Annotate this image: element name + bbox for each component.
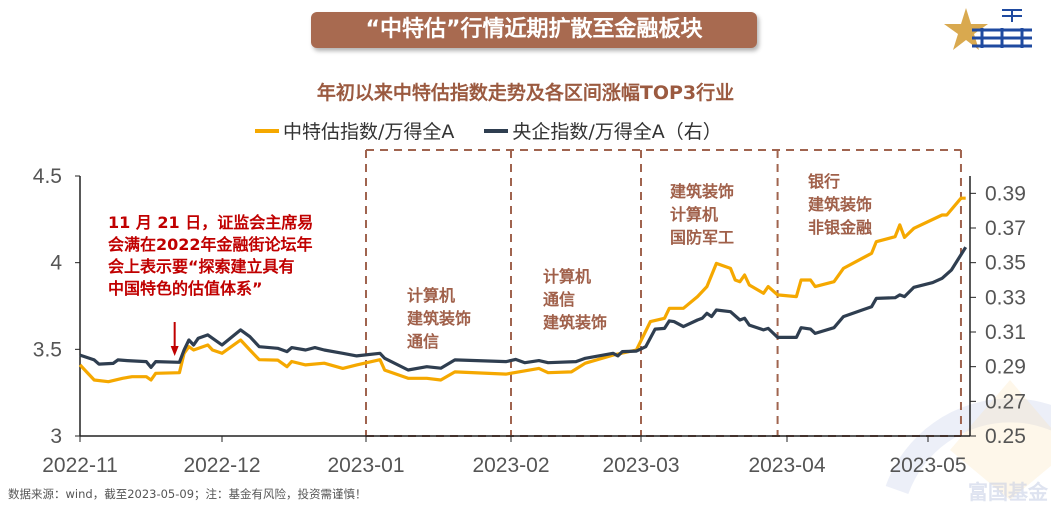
x-tick-label: 2023-03 [602,454,679,477]
industry-label: 计算机 [543,267,592,286]
left-tick-label: 4 [50,252,62,275]
legend: 中特估指数/万得全A 央企指数/万得全A（右） [255,117,722,144]
series-line-zhongteguo [78,196,966,384]
region-1-label: 计算机 建筑装饰 通信 [407,284,471,353]
legend-item-zhongteguo: 中特估指数/万得全A [255,117,454,144]
industry-label: 通信 [407,332,440,351]
right-tick-label: 0.29 [985,356,1026,379]
right-tick-label: 0.37 [985,217,1026,240]
x-tick-label: 2022-11 [42,454,118,477]
annotation-line: 中国特色的估值体系” [108,279,263,298]
footer-note: 数据来源：wind，截至2023-05-09；注：基金有风险，投资需谨慎！ [8,487,367,501]
logo [942,4,1047,54]
annotation-line: 会满在2022年金融街论坛年 [108,235,313,254]
x-tick-label: 2023-02 [472,454,549,477]
right-tick-label: 0.35 [985,252,1026,275]
annotation-arrow-head [170,346,179,356]
industry-label: 建筑装饰 [407,309,472,328]
right-tick-label: 0.27 [985,390,1026,413]
chart-title: 年初以来中特估指数走势及各区间涨幅TOP3行业 [316,82,735,104]
star-logo-icon [944,8,1032,50]
legend-item-yangqi: 央企指数/万得全A（右） [484,117,722,144]
left-tick-label: 3 [50,425,62,448]
right-tick-label: 0.39 [985,182,1026,205]
industry-label: 建筑装饰 [670,182,735,201]
right-tick-label: 0.31 [985,321,1026,344]
industry-label: 银行 [808,172,841,191]
legend-swatch [255,128,279,133]
industry-label: 国防军工 [670,228,735,247]
x-tick-label: 2023-05 [889,454,966,477]
region-2-label: 计算机 通信 建筑装饰 [543,265,607,334]
right-tick-label: 0.33 [985,286,1026,309]
left-tick-label: 3.5 [33,338,62,361]
annotation-line: 11 月 21 日，证监会主席易 [108,213,314,232]
right-tick-label: 0.25 [985,425,1026,448]
x-tick-label: 2023-01 [327,454,404,477]
industry-label: 计算机 [670,205,719,224]
industry-label: 通信 [543,290,576,309]
x-tick-label: 2022-12 [183,454,260,477]
industry-label: 建筑装饰 [543,313,608,332]
x-tick-label: 2023-04 [748,454,825,477]
legend-label: 中特估指数/万得全A [283,121,455,143]
annotation-line: 会上表示要“探索建立具有 [108,257,295,276]
region-4-label: 银行 建筑装饰 非银金融 [808,170,872,239]
region-3-label: 建筑装饰 计算机 国防军工 [670,180,734,249]
industry-label: 建筑装饰 [808,195,873,214]
series-line-yangqi [79,246,968,372]
legend-swatch [484,128,509,133]
industry-label: 计算机 [407,286,456,305]
left-tick-label: 4.5 [33,165,62,188]
annotation-text: 11 月 21 日，证监会主席易 会满在2022年金融街论坛年 会上表示要“探索… [108,212,313,300]
header-banner: “中特估”行情近期扩散至金融板块 [311,12,757,48]
legend-label: 央企指数/万得全A（右） [512,121,722,143]
industry-label: 非银金融 [808,218,873,237]
watermark-text: 富国基金 [968,480,1048,504]
